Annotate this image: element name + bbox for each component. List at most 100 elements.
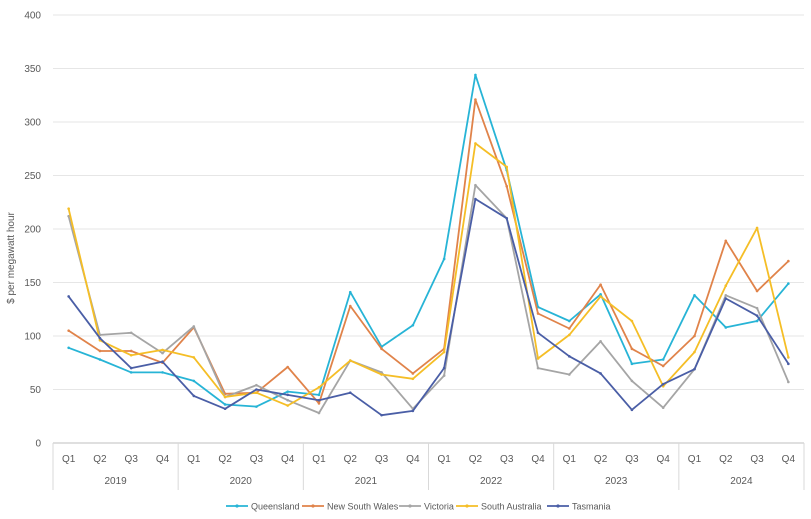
series-new-south-wales	[67, 98, 790, 405]
series-south-australia	[67, 142, 790, 407]
data-point	[161, 371, 164, 374]
legend-marker	[311, 504, 315, 508]
data-point	[661, 358, 665, 361]
data-point	[161, 360, 164, 363]
x-tick-label: Q2	[469, 454, 483, 465]
year-label: 2023	[605, 476, 628, 487]
data-point	[755, 289, 759, 293]
legend-item: Queensland	[226, 502, 300, 512]
data-point	[317, 393, 321, 397]
data-point	[348, 391, 352, 395]
data-point	[724, 239, 728, 243]
data-point	[286, 390, 289, 393]
data-point	[474, 73, 477, 77]
data-point	[693, 367, 696, 371]
data-point	[348, 290, 352, 294]
y-tick-label: 200	[24, 225, 41, 236]
year-label: 2024	[730, 476, 753, 487]
x-tick-label: Q1	[437, 454, 451, 465]
data-point	[129, 366, 133, 370]
data-point	[380, 371, 383, 374]
data-point	[787, 282, 790, 285]
data-point	[380, 373, 383, 376]
data-point	[442, 350, 446, 354]
y-axis-label: $ per megawatt hour	[6, 211, 17, 303]
data-point	[411, 409, 415, 413]
data-point	[724, 284, 728, 288]
data-point	[67, 329, 70, 332]
data-point	[67, 207, 70, 210]
x-tick-label: Q4	[782, 454, 796, 465]
legend-item: Tasmania	[547, 502, 611, 512]
data-point	[317, 411, 321, 415]
data-point	[661, 406, 665, 409]
data-point	[442, 257, 446, 261]
x-axis: Q1 Q2 Q3 Q4 Q1 Q2 Q3 Q4 Q1 Q2 Q3 Q4 Q1 Q2 Q3 Q4 Q1 Q2 Q3 Q4…	[52, 443, 805, 490]
data-point	[129, 331, 133, 335]
y-tick-label: 350	[24, 64, 41, 75]
legend-item: New South Wales	[302, 502, 399, 512]
data-point	[255, 383, 258, 387]
y-tick-label: 150	[24, 278, 41, 289]
data-point	[317, 386, 321, 389]
data-point	[505, 165, 509, 169]
x-tick-label: Q4	[657, 454, 671, 465]
data-point	[411, 324, 415, 327]
data-point	[223, 407, 227, 411]
data-point	[568, 373, 571, 376]
x-tick-label: Q1	[688, 454, 702, 465]
y-tick-label: 100	[24, 332, 41, 343]
data-point	[599, 295, 602, 298]
data-point	[192, 356, 196, 359]
data-point	[442, 366, 446, 370]
data-point	[724, 294, 728, 297]
data-point	[568, 327, 571, 330]
gridlines	[53, 14, 804, 444]
data-point	[568, 319, 571, 323]
x-tick-label: Q3	[375, 454, 389, 465]
y-tick-label: 0	[35, 439, 41, 450]
data-point	[755, 314, 759, 317]
legend-marker	[465, 504, 469, 508]
data-point	[161, 348, 164, 352]
series-line	[68, 74, 790, 408]
data-point	[505, 217, 509, 220]
data-point	[787, 259, 790, 263]
data-point	[411, 377, 415, 381]
year-label: 2019	[104, 476, 127, 487]
x-tick-label: Q2	[218, 454, 232, 465]
legend-label: New South Wales	[327, 502, 399, 512]
data-point	[599, 340, 602, 343]
year-label: 2022	[480, 476, 503, 487]
series-tasmania	[67, 197, 790, 417]
series-line	[67, 198, 790, 417]
data-point	[129, 349, 133, 353]
data-point	[693, 294, 696, 297]
data-point	[348, 304, 352, 308]
legend-label: Tasmania	[572, 502, 611, 512]
data-point	[380, 413, 383, 417]
x-tick-label: Q4	[531, 454, 545, 465]
data-point	[568, 333, 571, 337]
legend-marker	[235, 504, 239, 508]
data-point	[286, 398, 289, 402]
x-tick-label: Q2	[594, 454, 608, 465]
data-point	[474, 98, 477, 101]
legend-label: South Australia	[481, 502, 542, 512]
data-point	[536, 331, 540, 335]
data-point	[693, 350, 696, 354]
data-point	[536, 357, 540, 360]
y-tick-label: 250	[24, 171, 41, 182]
series-line	[67, 142, 790, 407]
data-point	[599, 372, 602, 375]
data-point	[98, 349, 102, 353]
data-point	[286, 365, 289, 369]
y-tick-label: 50	[30, 385, 42, 396]
data-point	[223, 395, 227, 399]
data-point	[98, 336, 102, 340]
data-point	[474, 183, 477, 187]
data-point	[255, 388, 258, 391]
data-point	[286, 393, 289, 397]
